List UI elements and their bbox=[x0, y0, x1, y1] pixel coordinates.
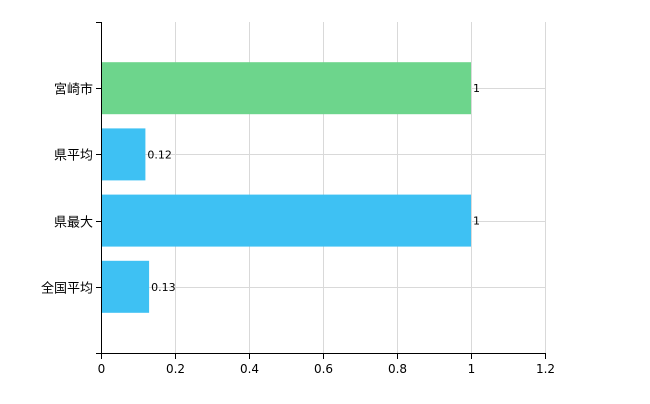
y-tick-label: 県最大 bbox=[54, 216, 93, 231]
bar-value-label: 0.13 bbox=[151, 281, 176, 294]
x-tick-label: 1.2 bbox=[536, 362, 555, 376]
bar-value-label: 1 bbox=[473, 215, 480, 228]
bar-value-label: 0.12 bbox=[147, 148, 172, 161]
x-tick-label: 0.6 bbox=[314, 362, 333, 376]
bar-2 bbox=[101, 128, 146, 181]
x-tick-label: 0.2 bbox=[166, 362, 185, 376]
y-tick-label: 県平均 bbox=[54, 149, 93, 164]
bars bbox=[101, 62, 471, 313]
y-tick-label: 宮崎市 bbox=[54, 82, 93, 98]
axes bbox=[96, 22, 546, 359]
x-tick-label: 0.4 bbox=[240, 362, 259, 376]
y-tick-label: 全国平均 bbox=[41, 281, 93, 297]
x-tick-label: 0.8 bbox=[388, 362, 407, 376]
x-tick-label: 0 bbox=[98, 362, 106, 376]
bar-value-label: 1 bbox=[473, 82, 480, 95]
x-tick-label: 1 bbox=[468, 362, 476, 376]
bar-4 bbox=[101, 260, 150, 313]
bar-1 bbox=[101, 62, 471, 115]
bar-3 bbox=[101, 194, 471, 247]
